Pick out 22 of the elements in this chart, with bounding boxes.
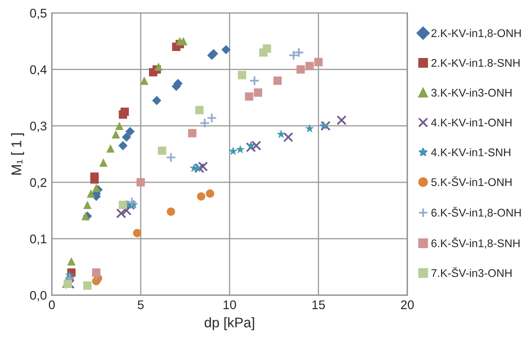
legend-label: 4.K-KV-in1-SNH (431, 148, 510, 156)
legend-label: 4.K-KV-in1-ONH (431, 118, 512, 126)
x-axis-title: dp [kPa] (204, 317, 254, 330)
y-tick-label: 0,5 (30, 8, 46, 20)
y-tick-label: 0,2 (30, 178, 46, 188)
y-tick-label: 0,0 (30, 290, 46, 302)
x-tick-label: 15 (312, 300, 325, 310)
legend-label: 3.K-KV-in3-ONH (431, 88, 512, 97)
y-tick-label: 0,1 (30, 234, 46, 245)
y-tick-label: 0,3 (30, 122, 46, 132)
legend-label: 7.K-ŠV-in3-ONH (431, 267, 512, 278)
x-tick-label: 10 (224, 300, 236, 310)
legend-label: 6.K-ŠV-in1,8-ONH (431, 206, 521, 218)
legend-label: 2.K-KV-in1.8-SNH (431, 58, 520, 67)
x-tick-label: 20 (401, 300, 414, 310)
y-axis-title: M₁ [ 1 ] (11, 133, 24, 175)
x-tick-label: 5 (138, 300, 144, 310)
x-tick-label: 0 (48, 300, 55, 310)
legend-label: 2.K-KV-in1,8-ONH (431, 28, 521, 38)
legend-label: 5.K-ŠV-in1-ONH (431, 176, 512, 186)
y-tick-label: 0,4 (30, 65, 47, 76)
legend-label: 6.K-ŠV-in1,8-SNH (431, 237, 520, 249)
